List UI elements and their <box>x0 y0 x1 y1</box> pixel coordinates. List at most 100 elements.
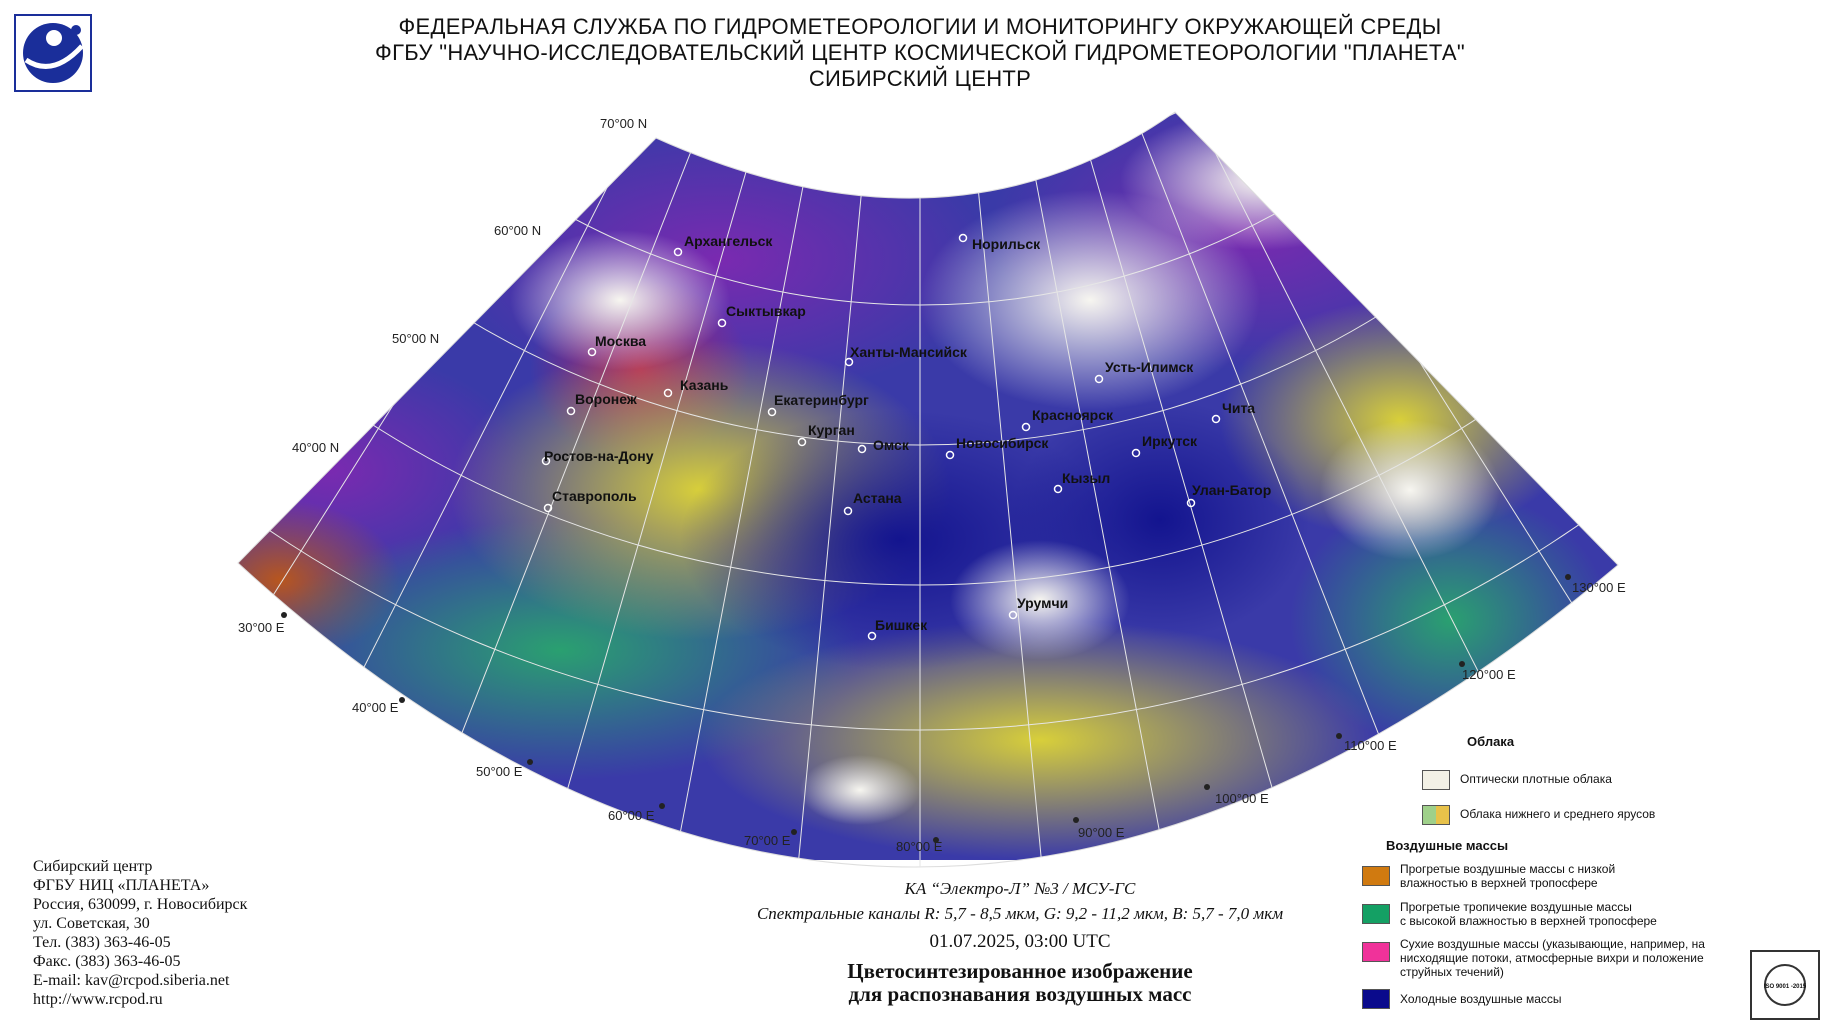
meridian-line <box>797 127 869 865</box>
city-irkutsk: Иркутск <box>1131 433 1198 458</box>
svg-text:Ставрополь: Ставрополь <box>552 488 637 504</box>
city-chita: Чита <box>1211 400 1255 424</box>
meridian-line <box>971 127 1043 865</box>
swatch-cold <box>1362 989 1390 1009</box>
lon-label: 50°00 E <box>476 764 523 779</box>
city-ust-ilimsk: Усть-Илимск <box>1094 359 1194 384</box>
legend-cold: Холодные воздушные массы <box>1400 992 1562 1006</box>
meridian-line <box>1075 112 1282 819</box>
swatch-low-clouds-b <box>1436 805 1450 825</box>
svg-text:Архангельск: Архангельск <box>684 233 773 249</box>
spectral-channels: Спектральные каналы R: 5,7 - 8,5 мкм, G:… <box>756 904 1284 923</box>
address-line: ФГБУ НИЦ «ПЛАНЕТА» <box>33 877 210 894</box>
lon-label: 120°00 E <box>1462 667 1516 682</box>
legend-warm-dry: Прогретые воздушные массы с низкой влажн… <box>1400 862 1615 890</box>
svg-text:Ростов-на-Дону: Ростов-на-Дону <box>544 448 654 464</box>
city-stavropol: Ставрополь <box>543 488 637 513</box>
meridian-line <box>443 112 716 780</box>
city-kyzyl: Кызыл <box>1053 470 1110 494</box>
lon-label: 30°00 E <box>238 620 285 635</box>
svg-text:Сыктывкар: Сыктывкар <box>726 303 806 319</box>
svg-text:Ханты-Мансийск: Ханты-Мансийск <box>850 344 968 360</box>
svg-text:Усть-Илимск: Усть-Илимск <box>1105 359 1194 375</box>
longitude-ticks <box>281 574 1571 843</box>
svg-text:Бишкек: Бишкек <box>875 617 928 633</box>
legend-dry-line: Сухие воздушные массы (указывающие, напр… <box>1400 937 1705 951</box>
svg-text:Урумчи: Урумчи <box>1017 595 1068 611</box>
city-syktyvkar: Сыктывкар <box>717 303 806 328</box>
iso-emblem-icon: ISO 9001 -2015 <box>1764 964 1807 1006</box>
swatch-warm-dry <box>1362 866 1390 886</box>
legend-dry-line: струйных течений) <box>1400 965 1504 979</box>
svg-text:Астана: Астана <box>853 490 902 506</box>
legend-warm-moist: Прогретые тропичекие воздушные массы с в… <box>1400 900 1657 928</box>
city-kazan: Казань <box>663 377 729 398</box>
lon-label: 90°00 E <box>1078 825 1125 840</box>
image-subtitle: для распознавания воздушных масс <box>848 982 1192 1006</box>
svg-text:Кызыл: Кызыл <box>1062 470 1110 486</box>
lon-label: 100°00 E <box>1215 791 1269 806</box>
legend-dry-line: нисходящие потоки, атмосферные вихри и п… <box>1400 951 1704 965</box>
address-line: Сибирский центр <box>33 858 153 875</box>
meridian-line <box>677 120 817 848</box>
legend-dry: Сухие воздушные массы (указывающие, напр… <box>1400 937 1705 979</box>
svg-text:Воронеж: Воронеж <box>575 391 638 407</box>
iso-text: ISO 9001 -2015 <box>1764 984 1807 990</box>
header-line-1: ФЕДЕРАЛЬНАЯ СЛУЖБА ПО ГИДРОМЕТЕОРОЛОГИИ … <box>398 14 1442 39</box>
address-block: Сибирский центр ФГБУ НИЦ «ПЛАНЕТА» Росси… <box>33 857 247 1009</box>
city-krasnoyarsk: Красноярск <box>1021 407 1114 432</box>
city-arkhangelsk: Архангельск <box>673 233 773 257</box>
city-omsk: Омск <box>857 437 910 454</box>
svg-text:Иркутск: Иркутск <box>1142 433 1198 449</box>
city-ulan-bator: Улан-Батор <box>1186 482 1271 508</box>
email: E-mail: kav@rcpod.siberia.net <box>33 972 230 989</box>
lat-label: 70°00 N <box>600 116 647 131</box>
swatch-dense-clouds <box>1422 770 1450 790</box>
city-voronezh: Воронеж <box>566 391 638 416</box>
lon-label: 60°00 E <box>608 808 655 823</box>
planeta-logo <box>14 14 92 92</box>
meridian-line <box>558 112 765 819</box>
svg-text:Курган: Курган <box>808 422 855 438</box>
svg-text:Чита: Чита <box>1222 400 1255 416</box>
city-novosibirsk: Новосибирск <box>945 435 1049 460</box>
city-urumchi: Урумчи <box>1008 595 1068 620</box>
logo-emblem-icon <box>23 23 84 83</box>
meridian-line <box>1172 112 1509 730</box>
swatch-dry <box>1362 942 1390 962</box>
header: ФЕДЕРАЛЬНАЯ СЛУЖБА ПО ГИДРОМЕТЕОРОЛОГИИ … <box>0 14 1840 92</box>
svg-text:Омск: Омск <box>873 437 910 453</box>
legend-warm-moist-line: Прогретые тропичекие воздушные массы <box>1400 900 1632 914</box>
city-moskva: Москва <box>587 333 646 357</box>
svg-text:Улан-Батор: Улан-Батор <box>1192 482 1271 498</box>
legend-dense-clouds: Оптически плотные облака <box>1460 772 1612 786</box>
lat-label: 60°00 N <box>494 223 541 238</box>
city-norilsk: Норильск <box>958 233 1041 252</box>
lon-label: 70°00 E <box>744 833 791 848</box>
meridian-line <box>1023 120 1163 848</box>
legend-low-mid-clouds: Облака нижнего и среднего ярусов <box>1460 807 1656 821</box>
lon-label: 110°00 E <box>1344 738 1397 753</box>
swatch-low-clouds-a <box>1422 805 1436 825</box>
city-khanty-mansiysk: Ханты-Мансийск <box>844 344 968 367</box>
legend-warm-dry-line: Прогретые воздушные массы с низкой <box>1400 862 1616 876</box>
svg-text:Норильск: Норильск <box>972 236 1041 252</box>
legend: Облака Оптически плотные облака Облака н… <box>1350 730 1740 1020</box>
meridian-line <box>1124 112 1397 780</box>
lon-label: 80°00 E <box>896 839 943 854</box>
swatch-warm-moist <box>1362 904 1390 924</box>
svg-text:Новосибирск: Новосибирск <box>956 435 1049 451</box>
city-kurgan: Курган <box>797 422 855 447</box>
city-rostov-na-donu: Ростов-на-Дону <box>541 448 654 466</box>
city-astana: Астана <box>843 490 902 516</box>
image-title: Цветосинтезированное изображение <box>847 959 1193 983</box>
header-line-2: ФГБУ "НАУЧНО-ИССЛЕДОВАТЕЛЬСКИЙ ЦЕНТР КОС… <box>375 40 1465 65</box>
svg-text:Казань: Казань <box>680 377 729 393</box>
svg-text:Екатеринбург: Екатеринбург <box>774 392 869 408</box>
legend-warm-dry-line: влажностью в верхней тропосфере <box>1400 876 1598 890</box>
lat-label: 50°00 N <box>392 331 439 346</box>
legend-air-heading: Воздушные массы <box>1386 838 1509 853</box>
longitude-labels: 30°00 E 40°00 E 50°00 E 60°00 E 70°00 E … <box>238 580 1626 854</box>
address-line: ул. Советская, 30 <box>33 915 150 932</box>
